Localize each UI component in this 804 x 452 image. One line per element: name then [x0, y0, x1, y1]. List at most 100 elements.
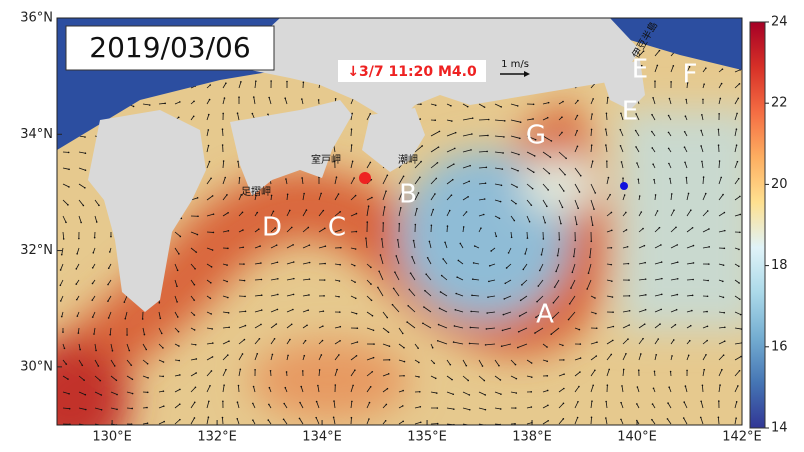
vector-head — [591, 144, 593, 146]
vector-head — [433, 363, 435, 365]
vector-head — [472, 117, 474, 119]
vector-head — [226, 264, 228, 266]
vector-head — [515, 392, 517, 394]
vector-head — [194, 329, 196, 331]
vector-head — [527, 237, 529, 239]
vector-head — [596, 341, 598, 343]
vector-head — [78, 332, 80, 334]
vector-head — [78, 238, 80, 240]
vector-head — [677, 261, 679, 263]
vector-head — [506, 267, 508, 269]
vector-head — [489, 265, 491, 267]
vector-head — [577, 100, 579, 102]
vector-head — [197, 215, 199, 217]
vector-head — [179, 101, 181, 103]
vector-head — [269, 387, 271, 389]
vector-head — [719, 384, 721, 386]
vector-head — [287, 355, 289, 357]
vector-head — [438, 146, 440, 148]
vector — [238, 386, 239, 392]
vector-head — [450, 105, 452, 107]
vector-head — [520, 121, 522, 123]
vector-head — [486, 167, 488, 169]
vector-head — [76, 268, 78, 270]
vector-head — [178, 253, 180, 255]
vector-head — [449, 210, 451, 212]
vector-head — [561, 116, 563, 118]
vector-head — [272, 354, 274, 356]
vector-head — [549, 173, 551, 175]
vector-head — [685, 385, 687, 387]
vector-head — [85, 152, 87, 154]
vector-head — [124, 318, 126, 320]
vector-head — [277, 294, 279, 296]
vector-head — [719, 160, 721, 162]
vector-head — [515, 407, 517, 409]
vector-head — [293, 278, 295, 280]
vector-head — [546, 375, 548, 377]
vector-head — [453, 341, 455, 343]
vector-head — [653, 387, 655, 389]
vector-head — [594, 369, 596, 371]
vector-head — [644, 323, 646, 325]
vector-head — [453, 163, 455, 165]
vector-head — [652, 163, 654, 165]
vector-head — [176, 301, 178, 303]
vector-head — [242, 353, 244, 355]
vector-head — [437, 407, 439, 409]
vector-head — [351, 128, 353, 130]
vector-head — [458, 260, 460, 262]
vector-head — [547, 117, 549, 119]
vector-head — [300, 386, 302, 388]
vector-head — [651, 419, 653, 421]
vector-head — [420, 161, 422, 163]
vector-head — [211, 266, 213, 268]
vector-head — [368, 205, 370, 207]
vector-head — [676, 244, 678, 246]
vector-head — [593, 208, 595, 210]
vector-head — [701, 114, 703, 116]
vector-head — [92, 267, 94, 269]
vector-head — [145, 349, 147, 351]
vector-head — [718, 417, 720, 419]
vector-head — [163, 361, 165, 363]
vector-head — [644, 245, 646, 247]
vector-head — [77, 315, 79, 317]
vector-head — [652, 403, 654, 405]
vector-head — [176, 285, 178, 287]
vector-head — [68, 169, 70, 171]
vector-head — [65, 222, 67, 224]
vector-head — [469, 409, 471, 411]
vector-head — [447, 225, 449, 227]
vector-head — [655, 354, 657, 356]
vector-head — [451, 194, 453, 196]
vector-head — [309, 262, 311, 264]
vector-head — [352, 160, 354, 162]
vector-head — [424, 290, 426, 292]
vector-head — [486, 328, 488, 330]
vector-head — [580, 175, 582, 177]
vector-head — [194, 284, 196, 286]
vector-head — [439, 131, 441, 133]
vector-head — [661, 278, 663, 280]
vector-head — [324, 228, 326, 230]
vector-head — [432, 209, 434, 211]
vector-head — [370, 162, 372, 164]
vector-head — [240, 81, 242, 83]
vector-head — [317, 385, 319, 387]
vector-head — [667, 402, 669, 404]
vector-head — [159, 302, 161, 304]
vector-head — [668, 386, 670, 388]
vector-head — [339, 326, 341, 328]
vector-head — [67, 378, 69, 380]
vector-head — [133, 106, 135, 108]
vector-head — [532, 188, 534, 190]
vector-head — [109, 251, 111, 253]
vector-head — [580, 357, 582, 359]
vector-head — [554, 286, 556, 288]
station — [620, 182, 628, 190]
vector-head — [209, 84, 211, 86]
vector-head — [503, 136, 505, 138]
vector-head — [227, 248, 229, 250]
vector-head — [700, 417, 702, 419]
